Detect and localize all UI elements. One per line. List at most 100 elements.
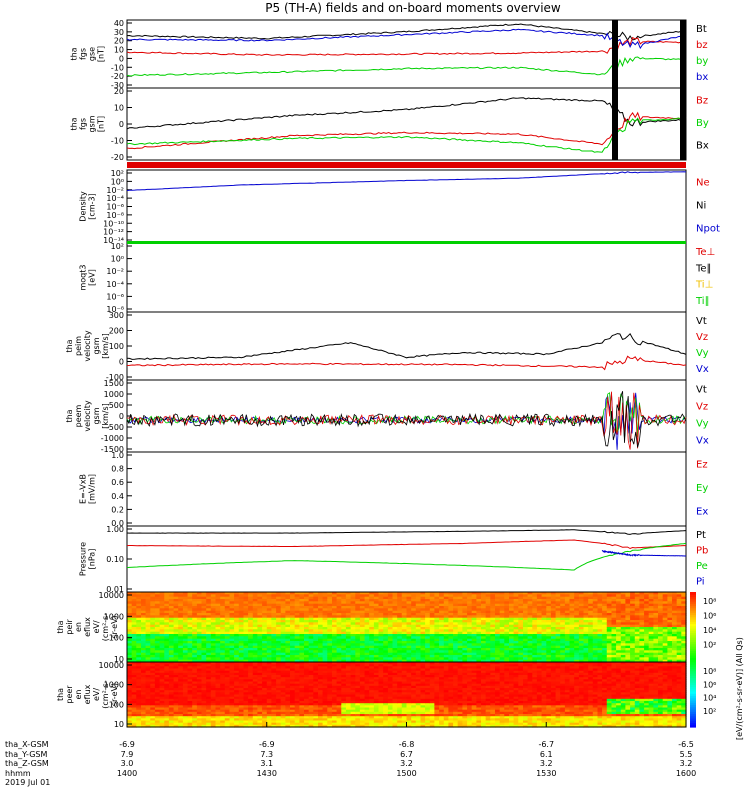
heatmap-cell <box>322 599 328 602</box>
heatmap-cell <box>145 711 151 715</box>
heatmap-cell <box>364 594 370 598</box>
heatmap-cell <box>648 629 654 633</box>
heatmap-cell <box>196 636 203 640</box>
heatmap-cell <box>294 720 300 724</box>
series-line <box>126 117 687 153</box>
heatmap-cell <box>443 645 450 649</box>
heatmap-cell <box>159 659 165 663</box>
heatmap-cell <box>285 655 291 658</box>
heatmap-cell <box>248 692 254 696</box>
heatmap-cell <box>532 596 538 600</box>
heatmap-cell <box>262 615 268 619</box>
heatmap-cell <box>560 603 566 607</box>
heatmap-cell <box>578 603 585 607</box>
heatmap-cell <box>327 631 333 635</box>
heatmap-cell <box>392 624 398 628</box>
heatmap-cell <box>182 722 189 726</box>
heatmap-cell <box>471 627 477 630</box>
heatmap-cell <box>327 627 333 630</box>
heatmap-cell <box>141 627 147 630</box>
heatmap-cell <box>248 638 254 642</box>
heatmap-cell <box>369 643 375 647</box>
heatmap-cell <box>639 624 645 628</box>
heatmap-cell <box>290 720 296 724</box>
heatmap-cell <box>238 631 245 635</box>
heatmap-cell <box>420 606 426 609</box>
heatmap-cell <box>676 594 682 598</box>
heatmap-cell <box>485 631 491 635</box>
heatmap-cell <box>485 648 491 651</box>
heatmap-cell <box>159 638 165 642</box>
heatmap-cell <box>490 596 496 600</box>
heatmap-cell <box>215 631 221 635</box>
heatmap-cell <box>359 631 366 635</box>
heatmap-cell <box>387 655 394 658</box>
heatmap-cell <box>127 622 133 626</box>
heatmap-cell <box>546 629 552 633</box>
heatmap-cell <box>290 688 296 691</box>
heatmap-cell <box>220 698 226 702</box>
heatmap-cell <box>434 610 440 614</box>
heatmap-cell <box>318 627 324 630</box>
heatmap-cell <box>299 594 305 598</box>
heatmap-cell <box>485 629 491 633</box>
heatmap-cell <box>304 615 310 619</box>
heatmap-cell <box>257 707 263 711</box>
heatmap-cell <box>681 613 687 616</box>
heatmap-cell <box>178 720 184 724</box>
heatmap-cell <box>206 620 212 623</box>
heatmap-cell <box>378 643 384 647</box>
heatmap-cell <box>546 645 552 649</box>
heatmap-cell <box>341 599 347 602</box>
heatmap-cell <box>182 620 189 623</box>
heatmap-cell <box>676 641 682 644</box>
heatmap-cell <box>616 655 622 658</box>
heatmap-cell <box>499 645 505 649</box>
heatmap-cell <box>127 707 133 711</box>
heatmap-cell <box>560 636 566 640</box>
heatmap-cell <box>164 722 170 726</box>
heatmap-cell <box>308 641 314 644</box>
heatmap-cell <box>229 707 235 711</box>
heatmap-cell <box>653 624 659 628</box>
heatmap-cell <box>234 696 240 700</box>
heatmap-cell <box>136 650 142 654</box>
heatmap-cell <box>471 608 477 612</box>
heatmap-cell <box>648 620 654 623</box>
heatmap-cell <box>285 634 291 637</box>
heatmap-cell <box>290 624 296 628</box>
heatmap-cell <box>425 652 431 656</box>
heatmap-cell <box>243 606 249 609</box>
heatmap-cell <box>206 698 212 702</box>
heatmap-cell <box>182 655 189 658</box>
heatmap-cell <box>154 705 161 709</box>
heatmap-cell <box>630 641 636 644</box>
heatmap-cell <box>434 631 440 635</box>
heatmap-cell <box>429 657 436 661</box>
heatmap-cell <box>159 641 165 644</box>
heatmap-cell <box>257 685 263 689</box>
heatmap-cell <box>513 592 519 595</box>
heatmap-cell <box>448 650 454 654</box>
heatmap-cell <box>215 650 221 654</box>
heatmap-cell <box>336 650 342 654</box>
heatmap-cell <box>187 694 193 698</box>
heatmap-cell <box>308 608 314 612</box>
heatmap-cell <box>145 603 151 607</box>
heatmap-cell <box>159 685 165 689</box>
heatmap-cell <box>234 694 240 698</box>
heatmap-cell <box>136 613 142 616</box>
heatmap-cell <box>583 610 589 614</box>
heatmap-cell <box>611 622 617 626</box>
heatmap-cell <box>490 610 496 614</box>
heatmap-cell <box>611 645 617 649</box>
heatmap-cell <box>318 629 324 633</box>
heatmap-cell <box>429 652 436 656</box>
heatmap-cell <box>401 645 408 649</box>
heatmap-cell <box>192 698 198 702</box>
heatmap-cell <box>439 606 445 609</box>
heatmap-cell <box>420 610 426 614</box>
heatmap-cell <box>159 627 165 630</box>
heatmap-cell <box>387 627 394 630</box>
heatmap-cell <box>210 643 217 647</box>
